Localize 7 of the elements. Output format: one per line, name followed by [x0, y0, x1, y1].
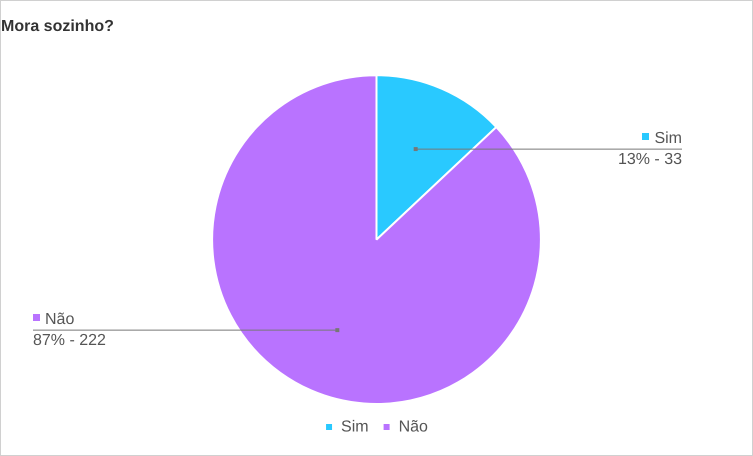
text: 87% - 222: [33, 332, 106, 350]
text: Mora sozinho?: [1, 18, 114, 36]
legend-label: Não: [398, 418, 428, 436]
category-label: Sim: [341, 418, 369, 436]
text: 13% - 33: [618, 151, 682, 168]
category-label: Não: [45, 311, 74, 328]
legend-label: Sim: [653, 130, 682, 148]
